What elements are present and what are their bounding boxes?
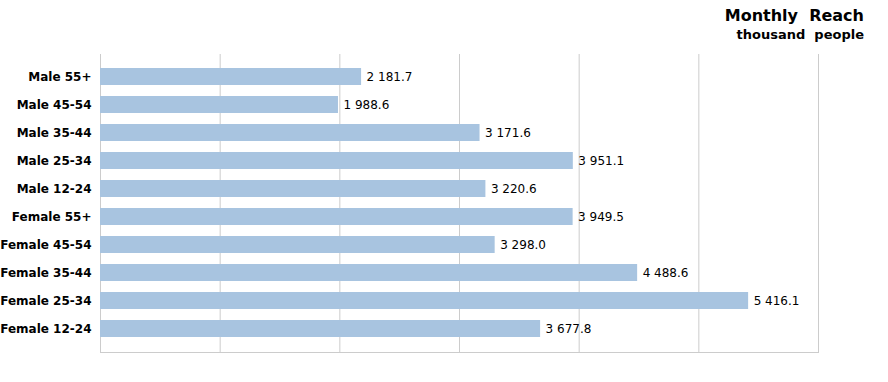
svg-text:3 677.8: 3 677.8: [546, 322, 592, 336]
svg-text:Female 45-54: Female 45-54: [0, 238, 91, 252]
svg-text:3 949.5: 3 949.5: [578, 210, 624, 224]
svg-text:Male 12-24: Male 12-24: [17, 182, 92, 196]
svg-text:Male 25-34: Male 25-34: [17, 154, 92, 168]
svg-text:Female 25-34: Female 25-34: [0, 294, 91, 308]
svg-text:Female 12-24: Female 12-24: [0, 322, 91, 336]
svg-text:Male 55+: Male 55+: [28, 70, 91, 84]
svg-text:3 171.6: 3 171.6: [485, 126, 531, 140]
html-text:Monthly Reach: Monthly Reach: [724, 6, 864, 25]
svg-text:Female 35-44: Female 35-44: [0, 266, 91, 280]
svg-text:2 181.7: 2 181.7: [367, 70, 413, 84]
svg-text:3 220.6: 3 220.6: [491, 182, 537, 196]
html-text:thousand people: thousand people: [736, 27, 864, 42]
svg-text:3 951.1: 3 951.1: [578, 154, 624, 168]
svg-text:3 298.0: 3 298.0: [500, 238, 546, 252]
svg-text:Male 35-44: Male 35-44: [17, 126, 92, 140]
svg-text:Male 45-54: Male 45-54: [17, 98, 92, 112]
svg-text:5 416.1: 5 416.1: [754, 294, 800, 308]
svg-text:4 488.6: 4 488.6: [643, 266, 689, 280]
svg-text:1 988.6: 1 988.6: [343, 98, 389, 112]
svg-text:Female 55+: Female 55+: [12, 210, 92, 224]
